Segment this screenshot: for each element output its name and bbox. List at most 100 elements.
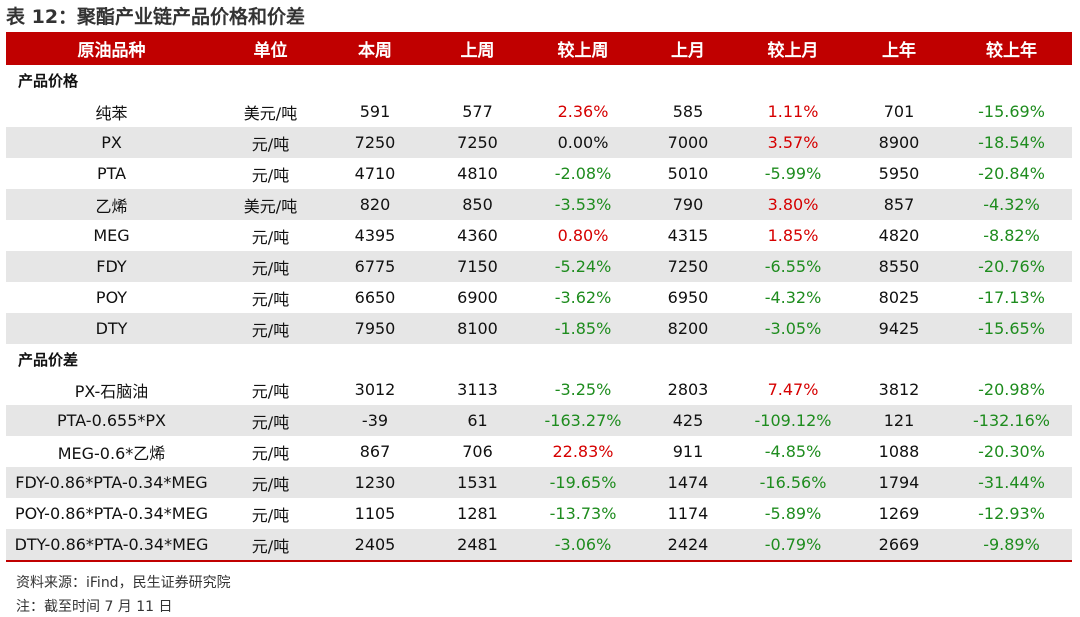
cell-last-week: 850 <box>426 189 529 220</box>
cell-name: FDY <box>6 251 217 282</box>
cell-wow: -19.65% <box>529 467 637 498</box>
col-header-last-month: 上月 <box>637 32 739 65</box>
cell-last-month: 6950 <box>667 288 709 307</box>
cell-unit: 元/吨 <box>251 227 290 247</box>
cell-unit: 美元/吨 <box>217 189 324 220</box>
cell-this-week: 6775 <box>324 251 426 282</box>
cell-name: PX-石脑油 <box>74 381 149 401</box>
cell-name: DTY-0.86*PTA-0.34*MEG <box>6 529 217 562</box>
cell-last-week: 2481 <box>426 529 529 562</box>
cell-wow: -3.25% <box>554 380 612 399</box>
cell-wow: -2.08% <box>554 164 612 183</box>
cell-yoy: -9.89% <box>951 529 1072 562</box>
cell-unit: 元/吨 <box>251 289 290 309</box>
cell-last-year: 857 <box>847 189 951 220</box>
cell-unit: 元/吨 <box>251 505 290 525</box>
cell-wow: -163.27% <box>529 405 637 436</box>
cell-unit: 元/吨 <box>217 405 324 436</box>
cell-this-week: 1105 <box>354 504 396 523</box>
cell-yoy: -12.93% <box>978 504 1045 523</box>
cell-name: MEG-0.6*乙烯 <box>57 443 166 463</box>
cell-last-year: 4820 <box>878 226 920 245</box>
cell-mom: 1.11% <box>767 102 819 121</box>
cell-wow: -5.24% <box>529 251 637 282</box>
table-row: PTA-0.655*PX 元/吨 -39 61 -163.27% 425 -109.12% 1… <box>6 405 1072 436</box>
cell-this-week: 4710 <box>354 164 396 183</box>
cell-mom: 3.80% <box>739 189 847 220</box>
cell-last-year: 1088 <box>878 442 920 461</box>
cell-this-week: 6650 <box>354 288 396 307</box>
table-row: DTY 元/吨 7950 8100 -1.85% 8200 -3.05% 9425 -15.65… <box>6 313 1072 344</box>
cell-mom: -6.55% <box>739 251 847 282</box>
cell-wow: -3.62% <box>554 288 612 307</box>
cell-wow: 0.00% <box>529 127 637 158</box>
cell-last-year: 8025 <box>878 288 920 307</box>
table-body: 产品价格 纯苯 美元/吨 591 577 2.36% 585 1.11% 701 -15.69% P… <box>6 65 1072 562</box>
cell-last-week: 706 <box>462 442 493 461</box>
cell-last-year: 8900 <box>847 127 951 158</box>
cell-unit: 元/吨 <box>217 529 324 562</box>
table-row: FDY-0.86*PTA-0.34*MEG 元/吨 1230 1531 -19.65% 1… <box>6 467 1072 498</box>
cell-mom: -0.79% <box>739 529 847 562</box>
cell-last-week: 4810 <box>457 164 498 183</box>
table-row: MEG-0.6*乙烯 元/吨 867 706 22.83% 911 -4.85% 1088 -2… <box>6 436 1072 467</box>
cell-this-week: 4395 <box>354 226 396 245</box>
cell-wow: -13.73% <box>549 504 617 523</box>
section-label: 产品价格 <box>6 65 1072 96</box>
cell-this-week: 2405 <box>324 529 426 562</box>
cell-last-week: 8100 <box>426 313 529 344</box>
source-note: 资料来源：iFind，民生证券研究院 <box>16 575 231 591</box>
cell-last-month: 2424 <box>637 529 739 562</box>
col-header-last-year: 上年 <box>847 32 951 65</box>
table-row: DTY-0.86*PTA-0.34*MEG 元/吨 2405 2481 -3.06% 24… <box>6 529 1072 562</box>
cell-wow: 2.36% <box>557 102 609 121</box>
cell-last-year: 1794 <box>847 467 951 498</box>
cell-name: 纯苯 <box>95 103 128 123</box>
cell-mom: -4.85% <box>764 442 822 461</box>
cell-unit: 元/吨 <box>251 165 290 185</box>
cell-last-week: 1281 <box>457 504 498 523</box>
cell-name: MEG <box>93 226 130 245</box>
cell-name: 乙烯 <box>6 189 217 220</box>
table-row: PX-石脑油 元/吨 3012 3113 -3.25% 2803 7.47% 3812 -20.… <box>6 374 1072 405</box>
cell-mom: -109.12% <box>739 405 847 436</box>
cell-name: PTA-0.655*PX <box>6 405 217 436</box>
cell-yoy: -20.76% <box>951 251 1072 282</box>
table-row: FDY 元/吨 6775 7150 -5.24% 7250 -6.55% 8550 -20.76… <box>6 251 1072 282</box>
cell-this-week: 867 <box>359 442 391 461</box>
cell-last-month: 1474 <box>637 467 739 498</box>
date-note: 注：截至时间 7 月 11 日 <box>16 599 173 615</box>
cell-mom: -3.05% <box>739 313 847 344</box>
table-row: 乙烯 美元/吨 820 850 -3.53% 790 3.80% 857 -4.32% <box>6 189 1072 220</box>
cell-last-month: 4315 <box>667 226 709 245</box>
table-row: 纯苯 美元/吨 591 577 2.36% 585 1.11% 701 -15.69% <box>6 96 1072 127</box>
cell-unit: 元/吨 <box>251 443 290 463</box>
cell-yoy: -20.84% <box>978 164 1045 183</box>
cell-last-year: 701 <box>883 102 915 121</box>
price-table: 原油品种 单位 本周 上周 较上周 上月 较上月 上年 较上年 产品价格 纯苯 美元… <box>6 32 1072 562</box>
cell-this-week: 3012 <box>354 380 396 399</box>
cell-yoy: -132.16% <box>951 405 1072 436</box>
cell-last-year: 8550 <box>847 251 951 282</box>
col-header-unit: 单位 <box>217 32 324 65</box>
col-header-wow: 较上周 <box>529 32 637 65</box>
cell-last-year: 2669 <box>847 529 951 562</box>
cell-last-week: 7250 <box>426 127 529 158</box>
cell-wow: 22.83% <box>552 442 614 461</box>
table-row: MEG 元/吨 4395 4360 0.80% 4315 1.85% 4820 -8.82% <box>6 220 1072 251</box>
cell-mom: -16.56% <box>739 467 847 498</box>
cell-yoy: -20.30% <box>978 442 1045 461</box>
cell-wow: 0.80% <box>557 226 609 245</box>
cell-yoy: -4.32% <box>951 189 1072 220</box>
cell-name: PTA <box>96 164 127 183</box>
cell-last-week: 7150 <box>426 251 529 282</box>
cell-last-week: 3113 <box>457 380 498 399</box>
table-title: 表 12：聚酯产业链产品价格和价差 <box>6 6 306 28</box>
cell-this-week: 591 <box>359 102 391 121</box>
cell-last-month: 7250 <box>637 251 739 282</box>
cell-last-year: 9425 <box>847 313 951 344</box>
cell-last-month: 790 <box>637 189 739 220</box>
cell-last-year: 3812 <box>878 380 920 399</box>
cell-last-year: 5950 <box>878 164 920 183</box>
cell-last-week: 577 <box>462 102 493 121</box>
